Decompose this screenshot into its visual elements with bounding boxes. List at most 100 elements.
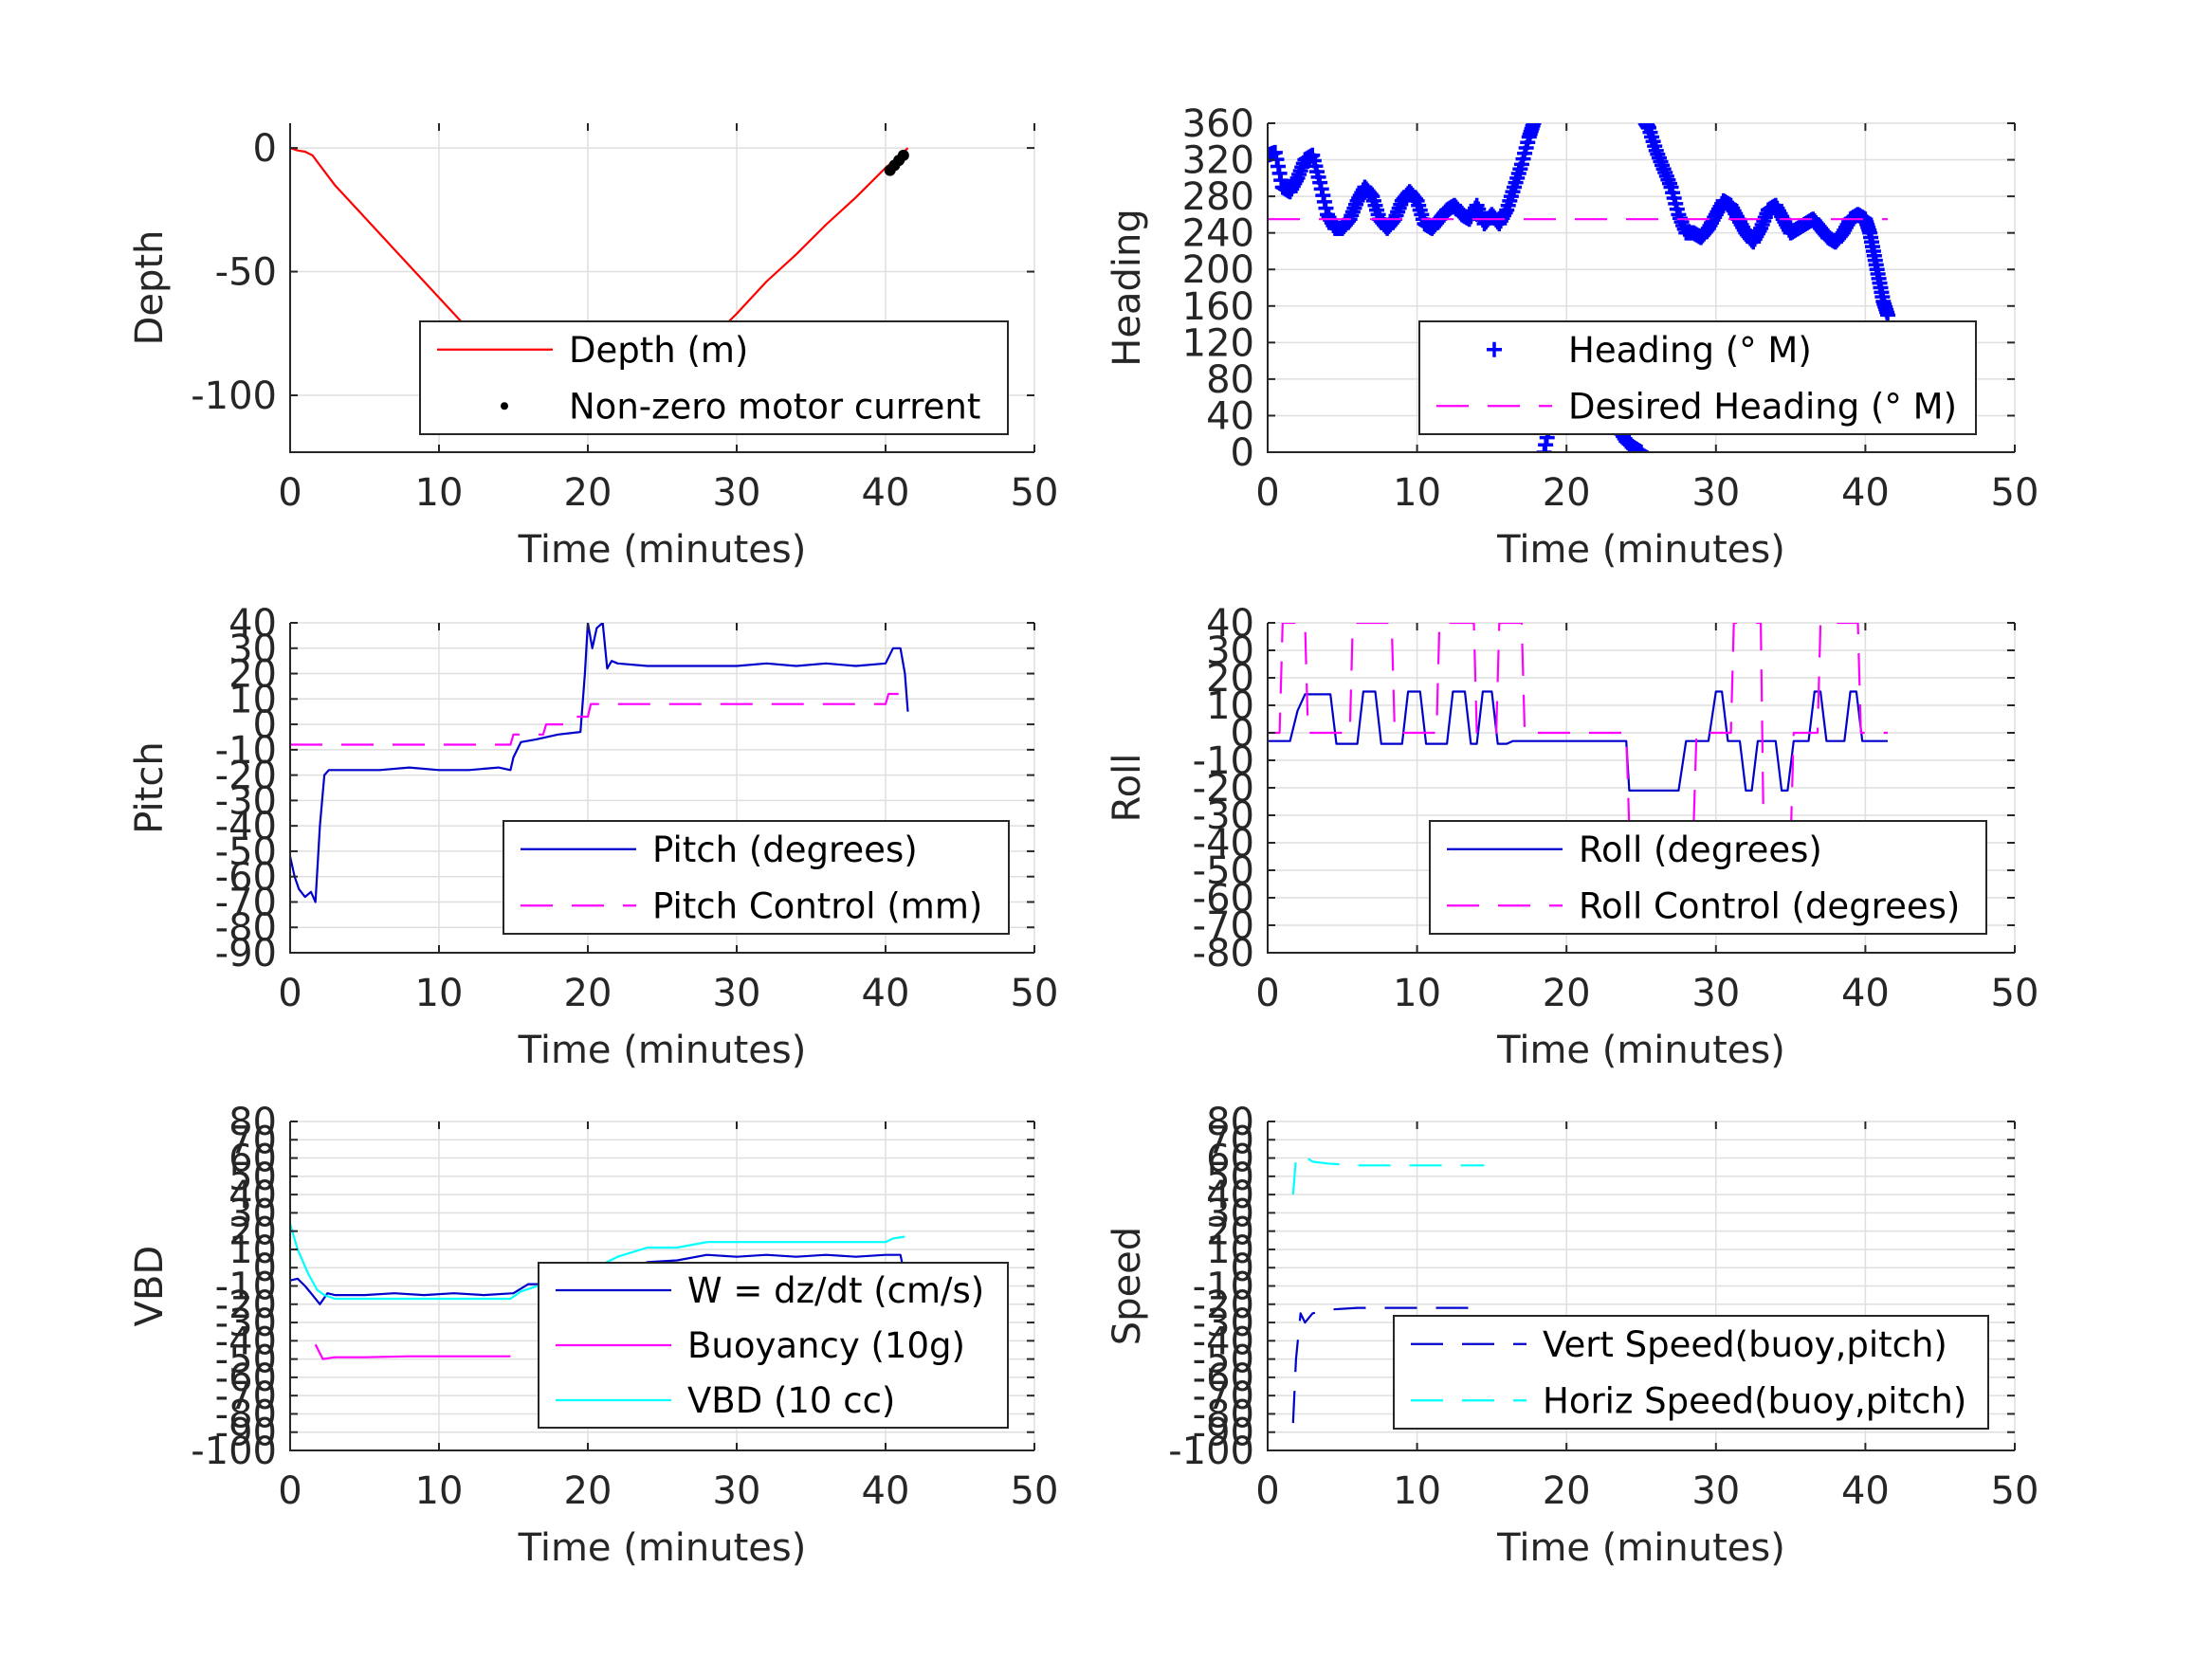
x-tick-label: 0 (278, 471, 302, 515)
legend-box (419, 320, 1009, 435)
y-tick-label: 320 (1182, 139, 1254, 183)
y-tick-label: 40 (1206, 602, 1254, 646)
x-tick-label: 20 (1543, 1469, 1591, 1513)
x-tick-label: 20 (564, 471, 612, 515)
y-tick-label: -50 (215, 1339, 277, 1382)
x-tick-label: 50 (1991, 972, 2039, 1015)
chart-heading: 0 10 20 30 40 5004080120160200240280320360Tim… (1106, 102, 2038, 572)
legend-label: Pitch Control (mm) (652, 885, 982, 926)
x-tick-label: 10 (1393, 471, 1441, 515)
x-tick-label: 10 (415, 471, 464, 515)
x-tick-label: 30 (713, 1469, 761, 1513)
legend-swatch (501, 402, 508, 410)
x-tick-label: 50 (1991, 1469, 2039, 1513)
legend-label: Depth (m) (569, 330, 748, 371)
x-tick-label: 40 (862, 972, 910, 1015)
legend-box (1429, 820, 1987, 935)
legend-label: W = dz/dt (cm/s) (687, 1270, 984, 1311)
y-tick-label: -30 (1193, 794, 1254, 838)
x-tick-label: 10 (415, 1469, 464, 1513)
data-point (1526, 123, 1542, 131)
y-tick-label: 60 (229, 1138, 277, 1181)
y-tick-label: 360 (1182, 102, 1254, 146)
y-tick-label: 20 (229, 653, 277, 697)
legend-label: Buoyancy (10g) (687, 1325, 965, 1366)
legend-label: Pitch (degrees) (652, 830, 918, 870)
legend-box (1418, 320, 1977, 435)
y-tick-label: -60 (1193, 1357, 1254, 1400)
x-axis-label: Time (minutes) (1496, 528, 1785, 572)
x-tick-label: 30 (1691, 471, 1740, 515)
y-tick-label: -100 (191, 1430, 277, 1473)
x-tick-label: 20 (1543, 972, 1591, 1015)
y-tick-label: -40 (215, 805, 277, 848)
y-tick-label: 80 (229, 1101, 277, 1144)
x-tick-label: 20 (564, 972, 612, 1015)
y-axis-label: VBD (128, 1246, 172, 1327)
y-tick-label: -10 (215, 729, 277, 773)
data-point (897, 149, 909, 161)
y-tick-label: -20 (1193, 1284, 1254, 1327)
y-tick-label: 30 (1206, 629, 1254, 673)
y-tick-label: -50 (1193, 849, 1254, 893)
series-pitch-1-line (290, 692, 908, 746)
x-tick-label: 30 (713, 972, 761, 1015)
y-tick-label: 20 (229, 1211, 277, 1254)
legend: Pitch (degrees) Pitch Control (mm) (503, 820, 1010, 935)
y-tick-label: 10 (229, 1229, 277, 1272)
x-tick-label: 0 (1255, 972, 1279, 1015)
y-tick-label: -40 (1193, 822, 1254, 866)
x-tick-label: 30 (1691, 972, 1740, 1015)
y-tick-label: -70 (1193, 904, 1254, 948)
y-tick-label: -20 (1193, 767, 1254, 811)
x-tick-label: 10 (1393, 972, 1441, 1015)
chart-pitch: 0 10 20 30 40 50403020100-10-20-30-40-50-60-7… (128, 602, 1058, 1072)
y-axis-label: Roll (1106, 754, 1149, 823)
y-tick-label: -90 (1193, 1412, 1254, 1455)
y-tick-label: 30 (229, 628, 277, 671)
y-tick-label: 10 (1206, 1229, 1254, 1272)
x-tick-label: 40 (1841, 1469, 1890, 1513)
y-tick-label: -90 (215, 932, 277, 975)
legend-box (503, 820, 1010, 935)
y-tick-label: 40 (1206, 1174, 1254, 1217)
x-tick-label: 0 (278, 1469, 302, 1513)
legend: Depth (m) Non-zero motor current (419, 320, 1009, 435)
y-tick-label: 70 (229, 1119, 277, 1162)
y-tick-label: -10 (1193, 739, 1254, 783)
y-tick-label: 30 (1206, 1192, 1254, 1235)
y-tick-label: -70 (215, 1375, 277, 1418)
data-point (1634, 445, 1649, 452)
y-tick-label: -70 (1193, 1375, 1254, 1418)
legend-label: Roll (degrees) (1579, 830, 1822, 870)
y-tick-label: -80 (1193, 932, 1254, 975)
y-tick-label: 30 (229, 1192, 277, 1235)
chart-depth: 0 10 20 30 40 50 0 -50 -100 Time (minutes) Depth De… (128, 123, 1058, 572)
legend-label: Heading (° M) (1568, 330, 1812, 371)
x-tick-label: 0 (278, 972, 302, 1015)
y-tick-label: -20 (215, 755, 277, 798)
y-tick-label: -50 (1193, 1339, 1254, 1382)
y-tick-label: 20 (1206, 657, 1254, 701)
y-tick-label: 0 (1231, 1247, 1254, 1290)
x-tick-label: 20 (564, 1469, 612, 1513)
y-tick-label: 0 (1231, 431, 1254, 475)
y-axis-label: Heading (1106, 209, 1149, 366)
x-tick-label: 50 (1011, 1469, 1059, 1513)
x-axis-label: Time (minutes) (518, 528, 807, 572)
y-tick-label: 20 (1206, 1211, 1254, 1254)
chart-roll: 0 10 20 30 40 50403020100-10-20-30-40-50-60-7… (1106, 602, 2038, 1072)
y-tick-label: 50 (229, 1156, 277, 1199)
y-tick-label: -60 (215, 1357, 277, 1400)
y-tick-label: 70 (1206, 1119, 1254, 1162)
y-tick-label: 10 (229, 678, 277, 721)
x-axis-label: Time (minutes) (518, 1029, 807, 1072)
legend-label: Horiz Speed(buoy,pitch) (1543, 1380, 1966, 1421)
legend: Vert Speed(buoy,pitch) Horiz Speed(buoy,p… (1393, 1315, 1989, 1430)
x-tick-label: 30 (1691, 1469, 1740, 1513)
y-tick-label: 40 (229, 602, 277, 646)
series-roll-1-line (1268, 623, 1888, 845)
y-axis-label: Depth (128, 230, 172, 346)
y-tick-label: -80 (1193, 1393, 1254, 1436)
data-layer (1268, 123, 1896, 452)
